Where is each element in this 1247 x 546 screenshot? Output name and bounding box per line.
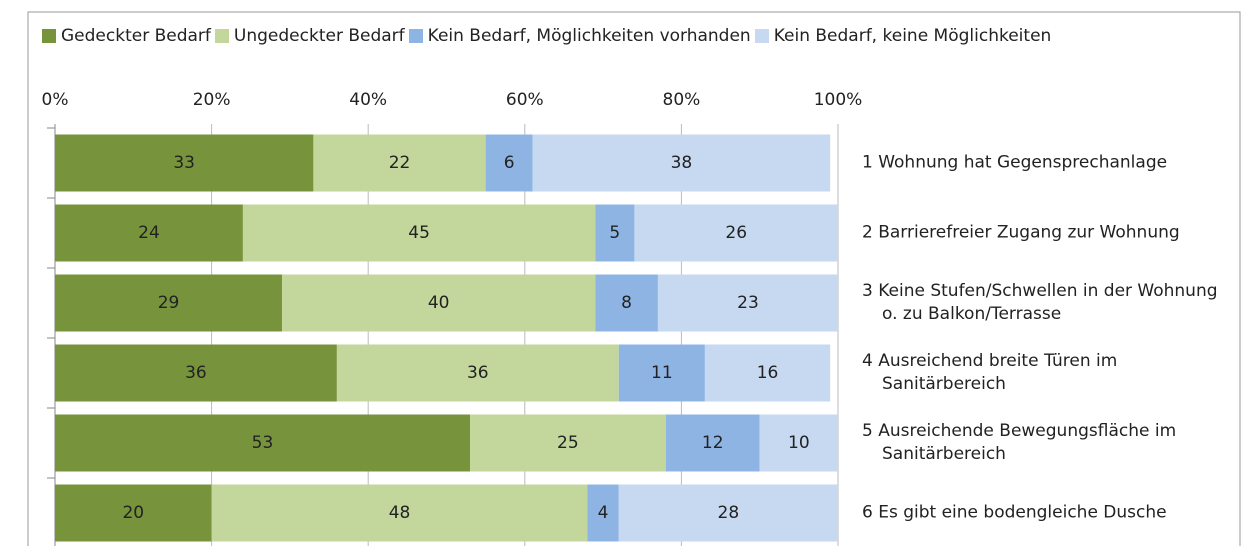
bar-segment	[595, 204, 635, 262]
category-label: 2 Barrierefreier Zugang zur Wohnung	[862, 222, 1180, 243]
x-tick-label: 100%	[814, 90, 863, 110]
category-label: 4 Ausreichend breite Türen im Sanitärber…	[862, 351, 1118, 394]
bar-segment	[587, 484, 619, 542]
bar-segment	[313, 134, 486, 192]
legend-swatch	[754, 29, 769, 43]
data-label: 5	[609, 223, 620, 243]
legend-item: Gedeckter Bedarf	[42, 26, 211, 46]
legend-swatch	[214, 29, 229, 43]
bar-segment	[55, 274, 283, 332]
legend: Gedeckter Bedarf Ungedeckter Bedarf Kein B…	[42, 26, 1055, 46]
data-label: 24	[138, 223, 160, 243]
legend-label: Ungedeckter Bedarf	[233, 26, 405, 46]
bar-segment	[618, 344, 705, 402]
data-label: 20	[122, 503, 144, 523]
bar-segment	[665, 414, 760, 472]
bar-segment	[532, 134, 831, 192]
bar-segment	[657, 274, 838, 332]
data-label: 36	[467, 363, 489, 383]
data-label: 12	[702, 433, 724, 453]
x-tick-label: 0%	[42, 90, 69, 110]
bar-segment	[55, 484, 212, 542]
data-label: 10	[788, 433, 810, 453]
legend-swatch	[408, 29, 423, 43]
legend-item: Kein Bedarf, keine Möglichkeiten	[754, 26, 1052, 46]
x-tick-label: 80%	[663, 90, 701, 110]
data-label: 4	[598, 503, 609, 523]
legend-item: Ungedeckter Bedarf	[214, 26, 405, 46]
category-label: 1 Wohnung hat Gegensprechanlage	[862, 152, 1168, 173]
data-label: 38	[671, 153, 693, 173]
data-label: 25	[557, 433, 579, 453]
legend-label: Kein Bedarf, Möglichkeiten vorhanden	[427, 26, 751, 46]
bar-segment	[282, 274, 596, 332]
data-label: 22	[389, 153, 411, 173]
data-label: 45	[408, 223, 430, 243]
x-tick-label: 20%	[193, 90, 231, 110]
legend-label: Gedeckter Bedarf	[61, 26, 211, 46]
data-label: 48	[389, 503, 411, 523]
data-label: 28	[718, 503, 740, 523]
data-label: 33	[173, 153, 195, 173]
bar-segment	[759, 414, 838, 472]
frame	[27, 11, 1241, 546]
data-label: 23	[737, 293, 759, 313]
data-label: 8	[621, 293, 632, 313]
bar-segment	[469, 414, 666, 472]
bar-segment	[634, 204, 838, 262]
x-tick-label: 60%	[506, 90, 544, 110]
bar-segment	[242, 204, 596, 262]
data-label: 40	[428, 293, 450, 313]
data-label: 36	[185, 363, 207, 383]
category-label: 6 Es gibt eine bodengleiche Dusche	[862, 502, 1167, 523]
legend-swatch	[42, 29, 56, 43]
data-label: 11	[651, 363, 673, 383]
category-label: 5 Ausreichende Bewegungsfläche im Sanitä…	[862, 421, 1177, 464]
bar-segment	[485, 134, 533, 192]
bar-segment	[55, 414, 470, 472]
bar-segment	[55, 204, 243, 262]
bar-segment	[55, 134, 314, 192]
bar-segment	[211, 484, 588, 542]
data-label: 6	[504, 153, 515, 173]
x-tick-label: 40%	[349, 90, 387, 110]
bar-segment	[618, 484, 838, 542]
legend-label: Kein Bedarf, keine Möglichkeiten	[773, 26, 1052, 46]
category-label: 3 Keine Stufen/Schwellen in der Wohnung …	[862, 281, 1218, 324]
data-label: 26	[725, 223, 747, 243]
bar-segment	[704, 344, 831, 402]
data-label: 16	[757, 363, 779, 383]
data-label: 53	[252, 433, 274, 453]
legend-item: Kein Bedarf, Möglichkeiten vorhanden	[408, 26, 751, 46]
bar-segment	[595, 274, 658, 332]
bar-segment	[336, 344, 619, 402]
bar-segment	[55, 344, 337, 402]
data-label: 29	[158, 293, 180, 313]
